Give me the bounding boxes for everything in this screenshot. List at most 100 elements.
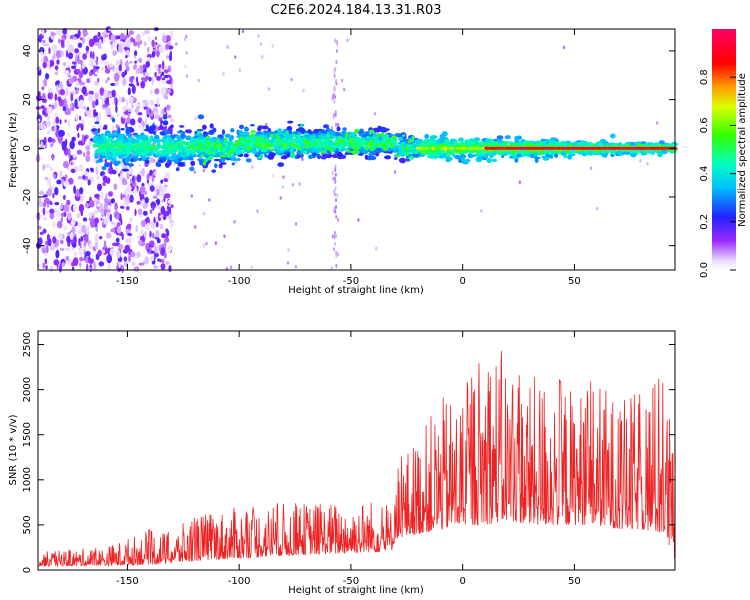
heatmap-speckle bbox=[332, 112, 335, 117]
heatmap-cell bbox=[205, 144, 211, 149]
heatmap-cell bbox=[256, 151, 262, 155]
heatmap-speckle bbox=[163, 252, 167, 259]
heatmap-speckle bbox=[60, 217, 63, 223]
heatmap-speckle bbox=[59, 264, 62, 273]
heatmap-speckle bbox=[170, 84, 174, 88]
heatmap-cell bbox=[668, 144, 675, 148]
heatmap-speckle bbox=[75, 114, 79, 122]
heatmap-speckle bbox=[286, 261, 290, 265]
heatmap-cell bbox=[204, 142, 208, 146]
heatmap-cell bbox=[554, 153, 559, 158]
heatmap-speckle bbox=[136, 174, 142, 183]
heatmap-cell bbox=[375, 147, 379, 153]
heatmap-speckle bbox=[43, 202, 47, 208]
heatmap-cell bbox=[240, 150, 246, 154]
heatmap-cell bbox=[380, 128, 388, 133]
heatmap-cell bbox=[398, 157, 407, 163]
heatmap-speckle bbox=[120, 193, 123, 201]
heatmap-speckle bbox=[393, 170, 397, 174]
heatmap-cell bbox=[372, 132, 376, 135]
heatmap-cell bbox=[496, 135, 504, 140]
heatmap-speckle bbox=[72, 242, 77, 248]
heatmap-cell bbox=[400, 141, 406, 145]
heatmap-speckle bbox=[162, 60, 165, 70]
heatmap-speckle bbox=[333, 86, 336, 91]
heatmap-speckle bbox=[68, 177, 74, 185]
heatmap-speckle bbox=[161, 35, 167, 44]
heatmap-cell bbox=[354, 129, 360, 133]
heatmap-speckle bbox=[265, 122, 268, 127]
heatmap-speckle bbox=[106, 254, 113, 264]
heatmap-cell bbox=[289, 149, 295, 155]
heatmap-cell bbox=[129, 146, 134, 152]
heatmap-speckle bbox=[116, 250, 121, 259]
heatmap-speckle bbox=[96, 203, 101, 207]
heatmap-cell bbox=[243, 145, 248, 148]
heatmap-speckle bbox=[94, 66, 100, 70]
heatmap-cell bbox=[436, 150, 442, 156]
colorbar-tick-label: 0.2 bbox=[699, 214, 710, 230]
heatmap-cell bbox=[391, 146, 396, 150]
heatmap-speckle bbox=[333, 206, 336, 211]
heatmap-cell bbox=[185, 129, 192, 134]
heatmap-speckle bbox=[334, 66, 337, 71]
heatmap-speckle bbox=[141, 167, 146, 177]
heatmap-cell bbox=[120, 153, 127, 157]
heatmap-cell bbox=[137, 157, 143, 161]
heatmap-speckle bbox=[70, 93, 74, 102]
heatmap-cell bbox=[306, 144, 311, 149]
heatmap-speckle bbox=[118, 96, 122, 104]
heatmap-speckle bbox=[73, 257, 79, 266]
heatmap-speckle bbox=[83, 171, 89, 176]
heatmap-cell bbox=[159, 131, 165, 135]
heatmap-speckle bbox=[56, 59, 60, 65]
heatmap-speckle bbox=[39, 231, 44, 235]
heatmap-speckle bbox=[151, 51, 156, 58]
heatmap-cell bbox=[162, 120, 169, 126]
heatmap-cell bbox=[176, 144, 183, 148]
heatmap-speckle bbox=[113, 183, 118, 190]
heatmap-speckle bbox=[159, 202, 162, 207]
snr-x-tick-label: 0 bbox=[459, 576, 465, 587]
heatmap-speckle bbox=[156, 75, 161, 81]
heatmap-cell bbox=[551, 151, 556, 157]
heatmap-cell bbox=[296, 150, 302, 155]
heatmap-speckle bbox=[141, 126, 144, 135]
heatmap-speckle bbox=[183, 37, 187, 41]
heatmap-speckle bbox=[135, 76, 139, 83]
heatmap-speckle bbox=[160, 263, 166, 270]
heatmap-speckle bbox=[164, 186, 168, 193]
heatmap-speckle bbox=[335, 204, 338, 209]
heatmap-cell bbox=[116, 160, 121, 165]
heatmap-speckle bbox=[261, 55, 264, 59]
heatmap-speckle bbox=[165, 228, 168, 233]
heatmap-speckle bbox=[138, 262, 145, 266]
heatmap-speckle bbox=[74, 98, 78, 108]
heatmap-cell bbox=[250, 123, 255, 127]
heatmap-speckle bbox=[150, 201, 156, 210]
heatmap-cell bbox=[630, 142, 635, 146]
heatmap-cell bbox=[122, 144, 128, 148]
heatmap-cell bbox=[98, 145, 104, 149]
heatmap-cell bbox=[296, 134, 301, 139]
heatmap-cell bbox=[187, 157, 194, 161]
heatmap-cell bbox=[500, 152, 506, 155]
heatmap-speckle bbox=[79, 256, 84, 262]
heatmap-speckle bbox=[41, 86, 45, 91]
heatmap-cell bbox=[311, 135, 317, 139]
heatmap-speckle bbox=[152, 205, 155, 211]
heatmap-cell bbox=[658, 140, 665, 145]
heatmap-speckle bbox=[222, 72, 225, 76]
heatmap-speckle bbox=[82, 217, 88, 222]
heatmap-cell bbox=[216, 145, 221, 150]
heatmap-speckle bbox=[72, 61, 77, 65]
heatmap-speckle bbox=[88, 243, 93, 250]
heatmap-speckle bbox=[154, 187, 157, 197]
heatmap-speckle bbox=[149, 230, 152, 238]
heatmap-speckle bbox=[72, 233, 77, 237]
heatmap-speckle bbox=[72, 203, 77, 213]
heatmap-speckle bbox=[70, 168, 76, 174]
heatmap-speckle bbox=[47, 188, 52, 197]
heatmap-cell bbox=[368, 152, 374, 156]
